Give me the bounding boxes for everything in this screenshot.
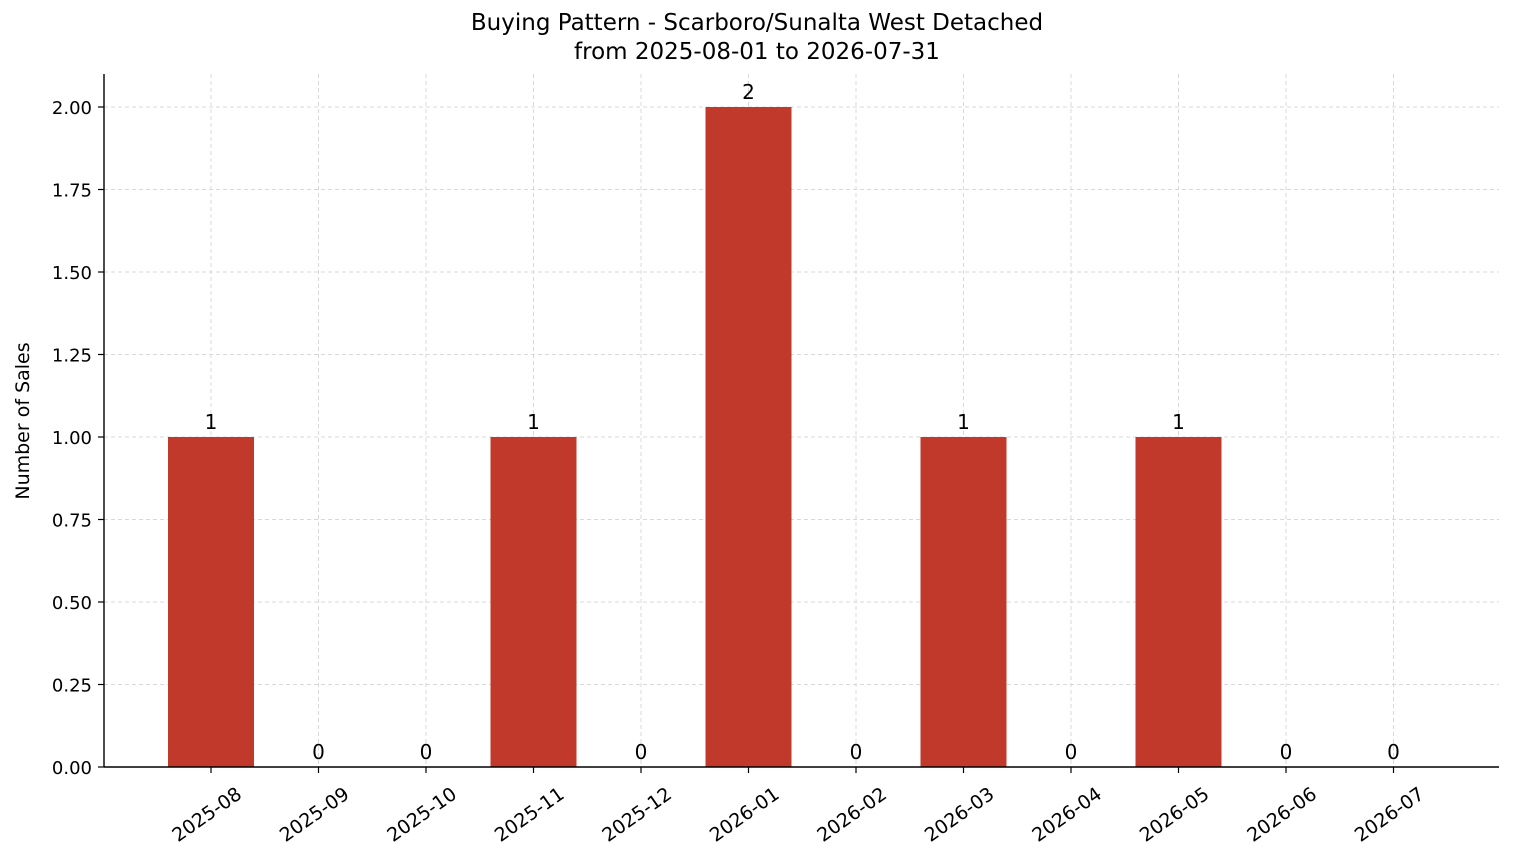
bar xyxy=(920,437,1007,767)
bar-value-label: 1 xyxy=(205,410,218,434)
x-tick-label: 2026-04 xyxy=(1028,783,1106,847)
x-tick-label: 2026-01 xyxy=(706,783,784,847)
x-tick-label: 2025-11 xyxy=(491,783,569,847)
y-tick-label: 1.25 xyxy=(52,346,92,367)
y-axis-label: Number of Sales xyxy=(12,342,34,499)
axis-layer xyxy=(98,74,1499,773)
x-tick-label: 2025-09 xyxy=(276,783,354,847)
bar-value-label: 0 xyxy=(850,740,863,764)
y-tick-label: 1.50 xyxy=(52,263,92,284)
bar xyxy=(490,437,577,767)
bar xyxy=(1135,437,1222,767)
bar-value-label: 1 xyxy=(527,410,540,434)
bar-value-label: 0 xyxy=(420,740,433,764)
bar-value-label: 0 xyxy=(635,740,648,764)
bar-value-label: 0 xyxy=(1280,740,1293,764)
y-tick-label: 2.00 xyxy=(52,98,92,119)
x-tick-label: 2025-12 xyxy=(598,783,676,847)
y-tick-label: 0.00 xyxy=(52,758,92,779)
y-tick-label: 1.75 xyxy=(52,181,92,202)
x-tick-label: 2026-07 xyxy=(1351,783,1429,847)
bar-value-label: 2 xyxy=(742,80,755,104)
x-tick-label: 2026-02 xyxy=(813,783,891,847)
x-tick-label: 2026-03 xyxy=(921,783,999,847)
y-tick-label: 1.00 xyxy=(52,428,92,449)
bar-value-label: 0 xyxy=(1387,740,1400,764)
bar-value-label: 0 xyxy=(312,740,325,764)
y-tick-label: 0.50 xyxy=(52,593,92,614)
x-tick-label: 2025-08 xyxy=(168,783,246,847)
bar-value-label: 1 xyxy=(957,410,970,434)
x-tick-label: 2026-05 xyxy=(1136,783,1214,847)
x-tick-label: 2025-10 xyxy=(383,783,461,847)
bar xyxy=(168,437,254,767)
bar-value-label: 1 xyxy=(1172,410,1185,434)
bar-layer xyxy=(168,107,1222,767)
chart-subtitle: from 2025-08-01 to 2026-07-31 xyxy=(574,39,940,65)
bar-value-label: 0 xyxy=(1065,740,1078,764)
x-tick-label: 2026-06 xyxy=(1243,783,1321,847)
chart-title: Buying Pattern - Scarboro/Sunalta West D… xyxy=(470,10,1044,36)
bar xyxy=(705,107,792,767)
y-tick-label: 0.75 xyxy=(52,511,92,532)
grid-layer xyxy=(104,74,1499,768)
y-tick-label: 0.25 xyxy=(52,676,92,697)
